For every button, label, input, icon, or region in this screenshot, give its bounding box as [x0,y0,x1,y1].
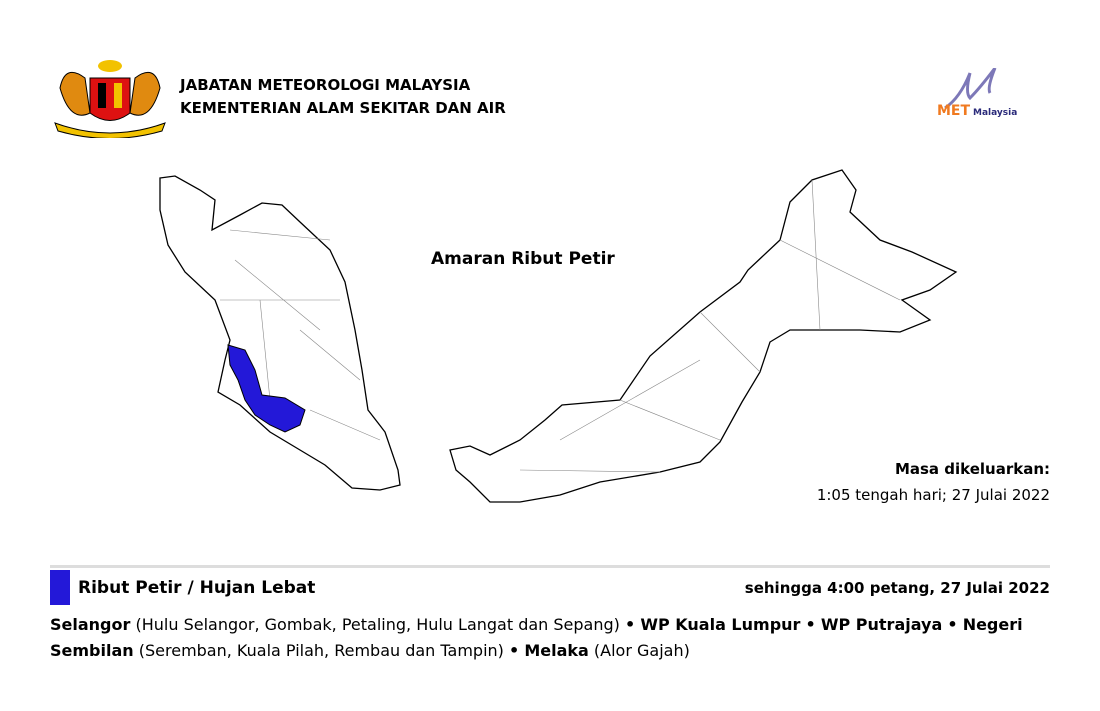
area-state: WP Putrajaya [820,615,943,634]
area-state: Selangor [50,615,131,634]
warning-area-highlight [227,344,306,433]
borneo-malaysia [449,169,958,503]
area-state: WP Kuala Lumpur [640,615,801,634]
area-state: Melaka [524,641,589,660]
divider [50,565,1050,568]
warning-color-bar [50,570,70,605]
warning-type: Ribut Petir / Hujan Lebat [78,578,316,598]
separator: • [625,615,636,634]
valid-until: sehingga 4:00 petang, 27 Julai 2022 [744,579,1050,597]
affected-areas: Selangor (Hulu Selangor, Gombak, Petalin… [50,612,1050,664]
area-state: Negeri Sembilan [50,615,1023,660]
peninsular-malaysia [159,175,401,491]
area-districts: (Seremban, Kuala Pilah, Rembau dan Tampi… [138,641,504,660]
area-districts: (Alor Gajah) [593,641,690,660]
separator: • [805,615,816,634]
separator: • [509,641,520,660]
issued-value: 1:05 tengah hari; 27 Julai 2022 [816,486,1050,504]
svg-text:MET: MET [937,103,970,119]
issued-time: Masa dikeluarkan: 1:05 tengah hari; 27 J… [817,456,1050,508]
coat-of-arms-icon [54,60,166,138]
met-malaysia-logo: MET Malaysia [937,68,1017,119]
ministry-name: KEMENTERIAN ALAM SEKITAR DAN AIR [180,99,506,117]
separator: • [947,615,958,634]
area-districts: (Hulu Selangor, Gombak, Petaling, Hulu L… [135,615,620,634]
issued-label: Masa dikeluarkan: [894,460,1050,478]
map-title: Amaran Ribut Petir [431,249,615,269]
org-name: JABATAN METEOROLOGI MALAYSIA [180,76,471,94]
svg-text:Malaysia: Malaysia [973,108,1017,118]
